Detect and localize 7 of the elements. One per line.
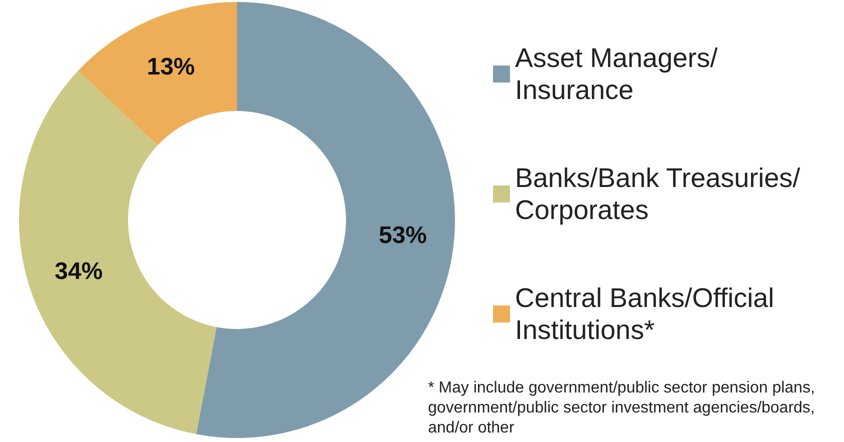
text: * May include government/public sector pension plans, government/public sector investment agencies/boards, and/or other — [428, 380, 815, 436]
legend-label: Central Banks/Official Institutions* — [515, 283, 774, 345]
legend-label: Asset Managers/Insurance — [515, 43, 718, 105]
data-label: 13% — [146, 54, 195, 81]
legend-label: Banks/Bank Treasuries/Corporates — [515, 163, 801, 225]
data-label: 34% — [54, 258, 103, 285]
data-label: 53% — [378, 222, 427, 250]
